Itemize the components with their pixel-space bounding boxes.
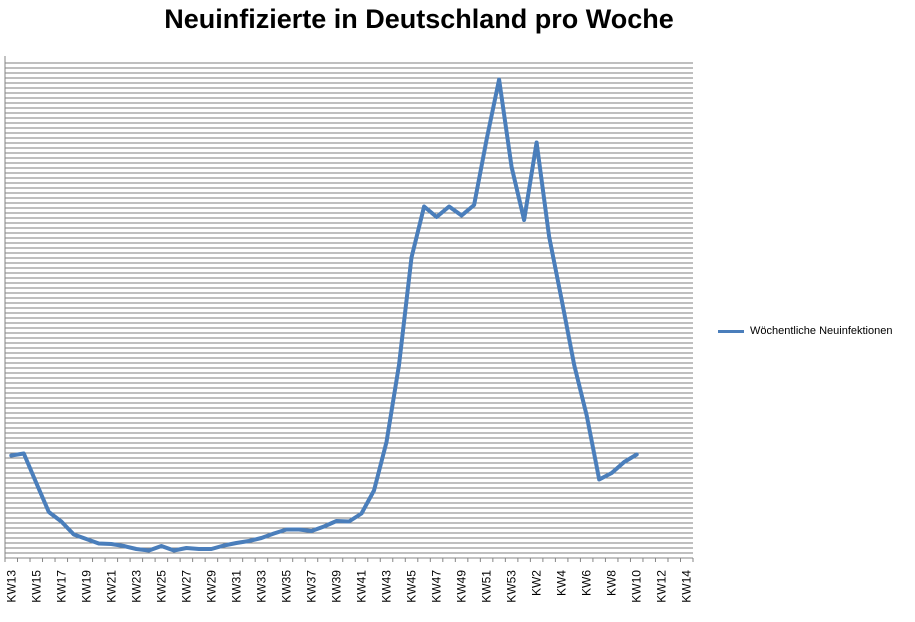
x-tick-label: KW10 [630, 570, 644, 603]
x-tick-label: KW45 [405, 570, 419, 603]
x-tick-label: KW23 [129, 570, 143, 603]
legend: Wöchentliche Neuinfektionen [718, 325, 892, 337]
chart-title: Neuinfizierte in Deutschland pro Woche [164, 4, 674, 34]
x-tick-label: KW53 [505, 570, 519, 603]
x-tick-label: KW6 [580, 570, 594, 596]
legend-swatch [718, 329, 744, 333]
series-line [9, 77, 639, 553]
x-tick-label: KW8 [605, 570, 619, 596]
x-tick-label: KW49 [455, 570, 469, 603]
x-tick-label: KW39 [329, 570, 343, 603]
x-tick-label: KW51 [480, 570, 494, 603]
x-tick-label: KW35 [279, 570, 293, 603]
x-tick-label: KW33 [254, 570, 268, 603]
x-tick-label: KW4 [555, 570, 569, 596]
x-tick-label: KW43 [380, 570, 394, 603]
x-tick-label: KW17 [54, 570, 68, 603]
x-tick-label: KW13 [4, 570, 18, 603]
x-tick-label: KW37 [304, 570, 318, 603]
x-tick-label: KW25 [154, 570, 168, 603]
x-tick-label: KW14 [680, 570, 694, 603]
x-tick-label: KW15 [29, 570, 43, 603]
x-tick-label: KW12 [655, 570, 669, 603]
x-tick-label: KW41 [355, 570, 369, 603]
x-tick-label: KW21 [104, 570, 118, 603]
x-tick-label: KW29 [204, 570, 218, 603]
x-tick-label: KW2 [530, 570, 544, 596]
x-tick-label: KW27 [179, 570, 193, 603]
x-tick-label: KW31 [229, 570, 243, 603]
x-tick-label: KW47 [430, 570, 444, 603]
x-tick-label: KW19 [79, 570, 93, 603]
legend-label: Wöchentliche Neuinfektionen [750, 325, 893, 337]
